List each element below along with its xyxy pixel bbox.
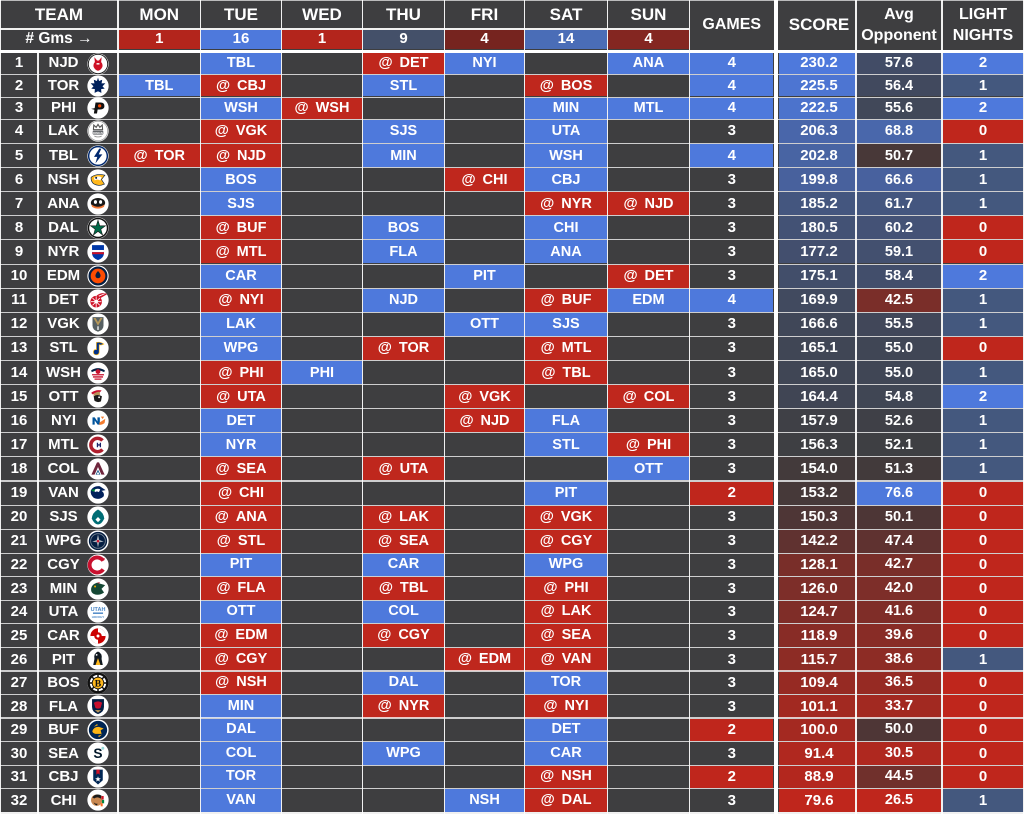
svg-text:B: B	[94, 678, 101, 689]
svg-text:S: S	[93, 746, 102, 761]
svg-text:UTAH: UTAH	[90, 607, 105, 613]
svg-text:KINGS: KINGS	[93, 131, 103, 135]
svg-text:HOCKEY: HOCKEY	[91, 615, 104, 619]
